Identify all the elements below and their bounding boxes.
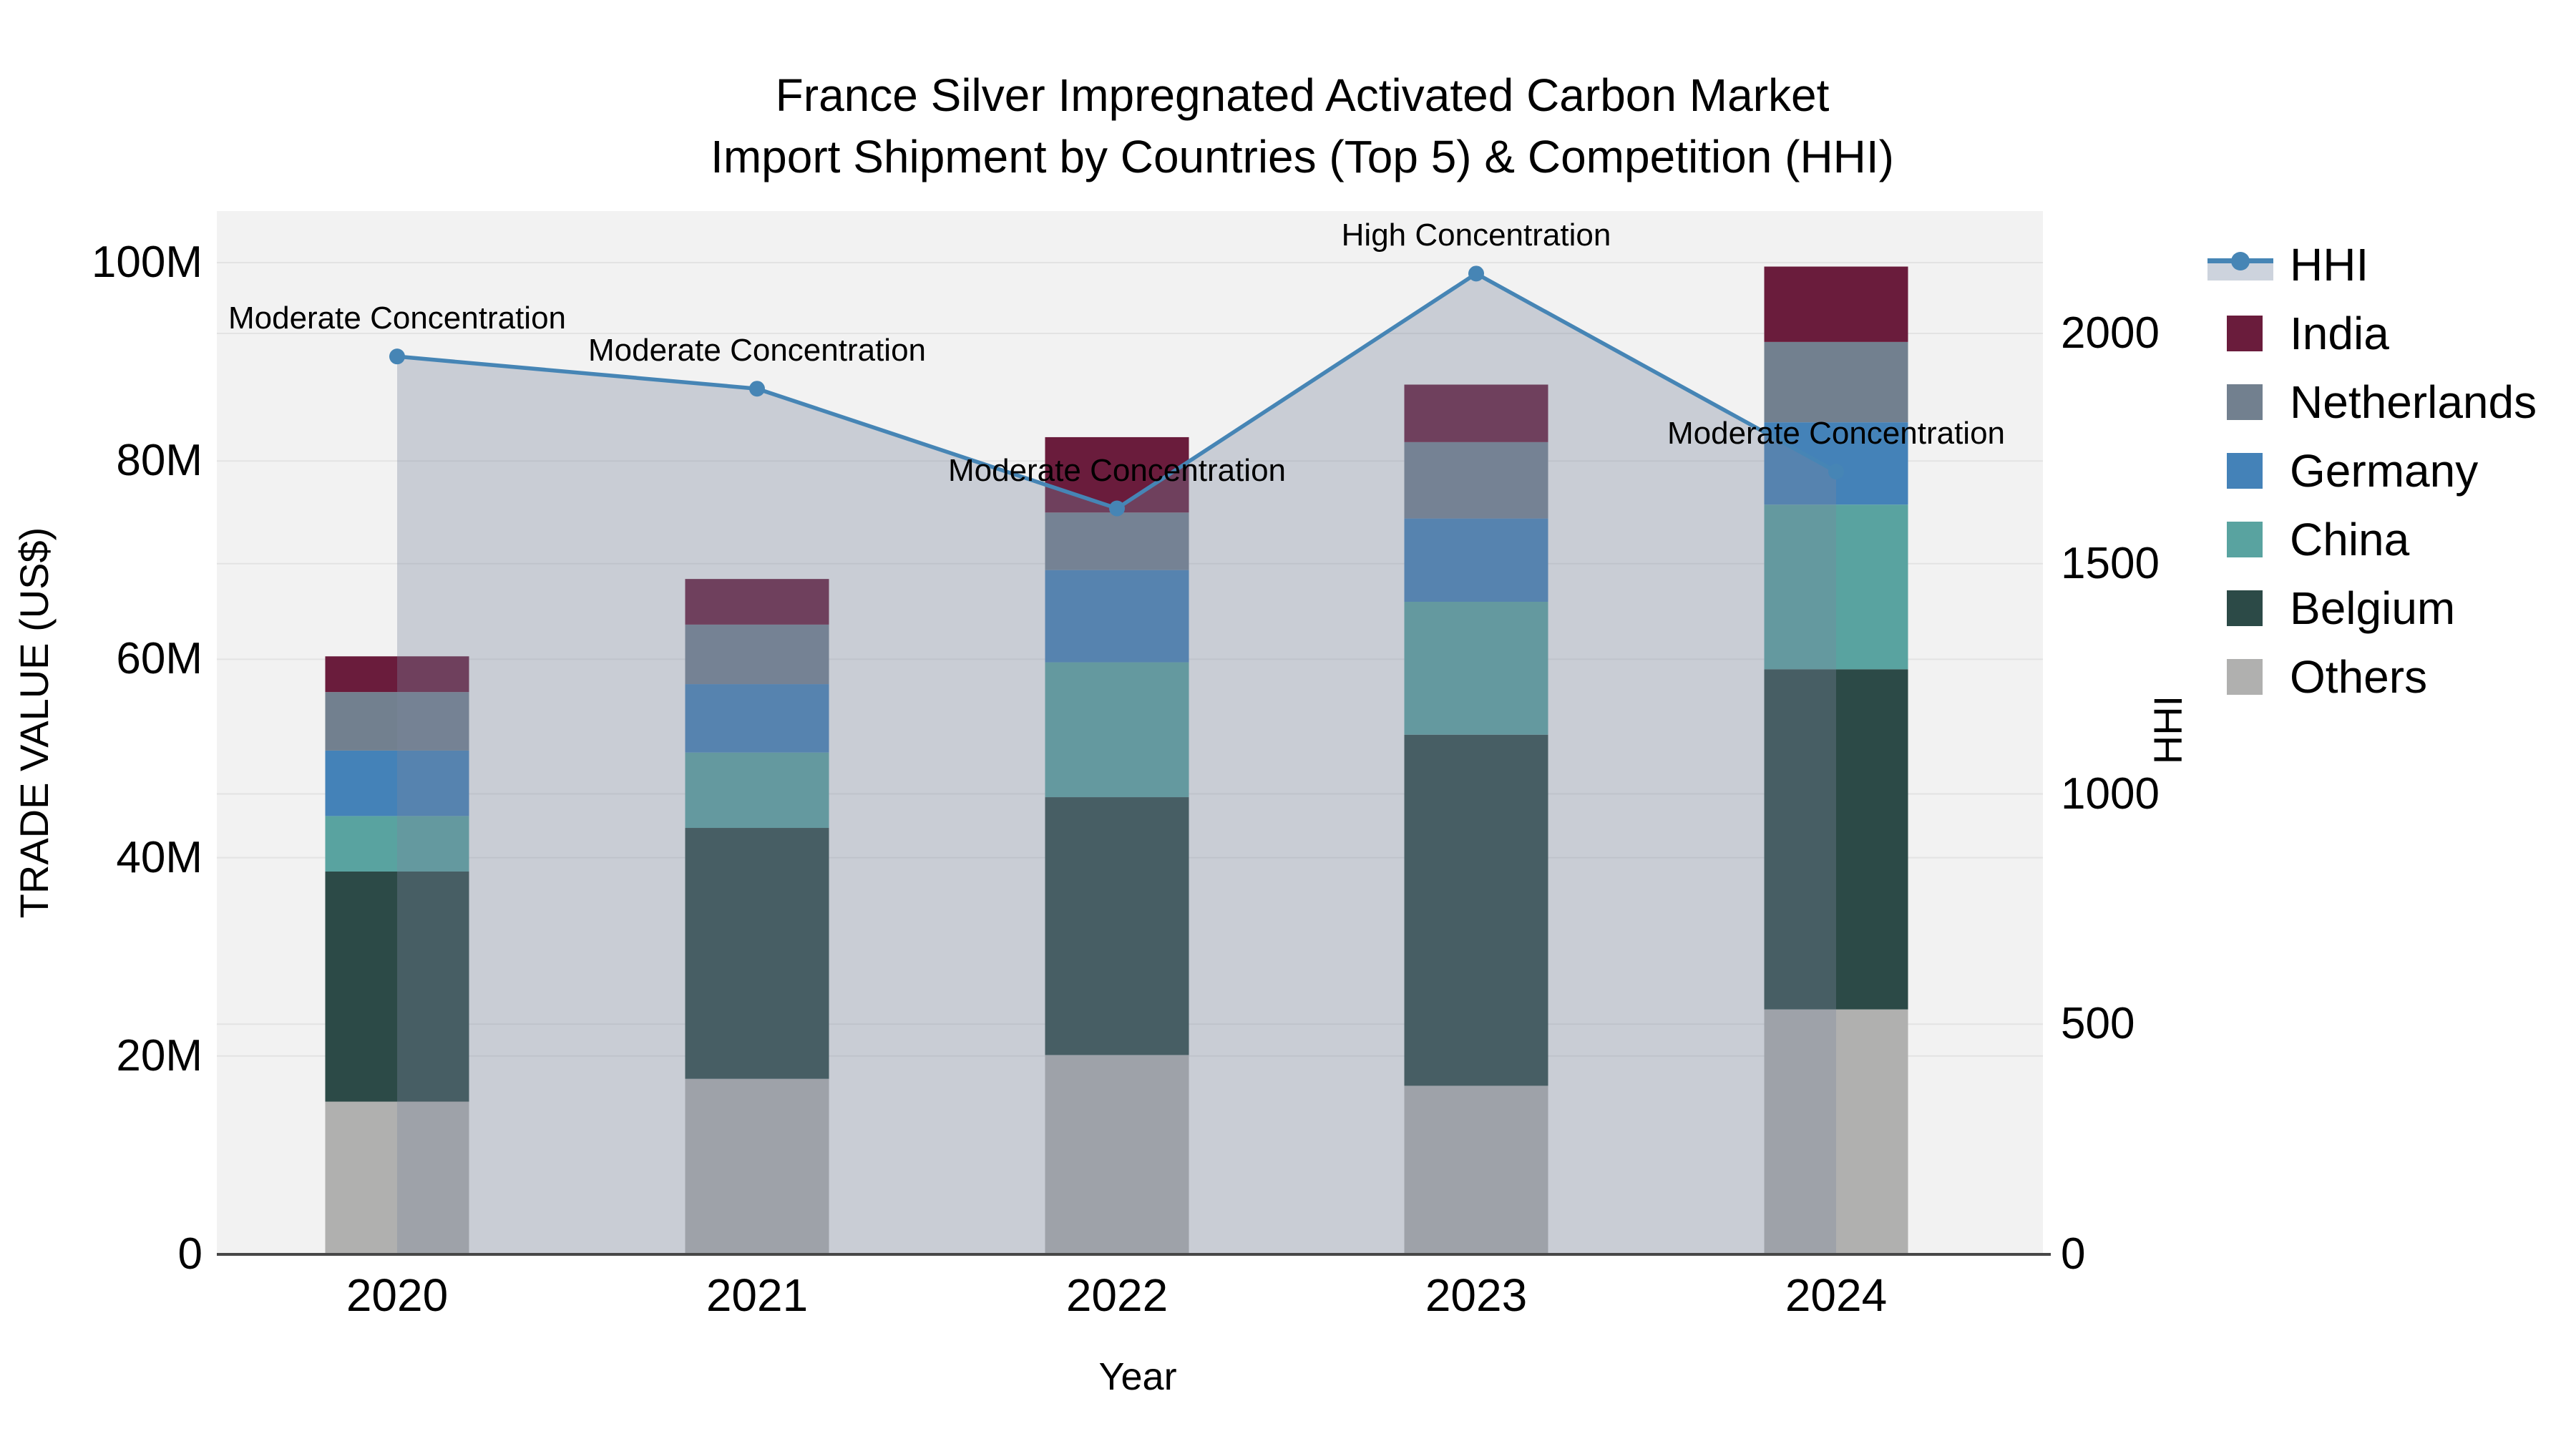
legend-item-others[interactable]: Others: [2207, 643, 2427, 711]
bar-segment-germany-2021[interactable]: [685, 684, 829, 753]
left-tick-label: 20M: [116, 1030, 203, 1080]
right-tick-label: 1500: [2061, 538, 2160, 588]
annotation-2022: Moderate Concentration: [947, 452, 1287, 488]
legend-label: India: [2290, 308, 2389, 359]
hhi-marker-2023[interactable]: [1468, 265, 1484, 282]
left-tick-label: 80M: [116, 436, 203, 486]
hhi-marker-2024[interactable]: [1828, 464, 1844, 480]
hhi-marker-2022[interactable]: [1109, 500, 1125, 517]
legend-item-netherlands[interactable]: Netherlands: [2207, 368, 2537, 436]
left-tick-label: 60M: [116, 634, 203, 684]
bar-segment-belgium-2020[interactable]: [325, 872, 469, 1102]
bar-segment-germany-2024[interactable]: [1764, 422, 1908, 505]
legend-item-belgium[interactable]: Belgium: [2207, 574, 2455, 643]
legend-swatch-germany: [2227, 453, 2263, 489]
bar-segment-china-2020[interactable]: [325, 816, 469, 872]
x-tick-label-2021: 2021: [706, 1269, 809, 1321]
bar-segment-germany-2020[interactable]: [325, 750, 469, 816]
legend-label: Others: [2290, 651, 2428, 703]
bar-segment-belgium-2022[interactable]: [1045, 797, 1189, 1055]
bar-segment-china-2023[interactable]: [1404, 602, 1548, 735]
right-tick-label: 500: [2061, 999, 2135, 1049]
legend-label: Germany: [2290, 445, 2479, 497]
x-tick-label-2024: 2024: [1785, 1269, 1888, 1321]
legend-label: HHI: [2290, 239, 2369, 291]
right-tick-label: 2000: [2061, 308, 2160, 358]
annotation-2023: High Concentration: [1341, 218, 1611, 253]
bar-segment-others-2020[interactable]: [325, 1101, 469, 1254]
bar-segment-others-2023[interactable]: [1404, 1085, 1548, 1254]
bar-segment-china-2022[interactable]: [1045, 662, 1189, 798]
legend-label: China: [2290, 514, 2410, 565]
hhi-area-fill: [397, 273, 1836, 1255]
x-axis-title: Year: [1098, 1355, 1177, 1398]
legend-swatch-others: [2227, 659, 2263, 695]
left-axis-title: TRADE VALUE (US$): [11, 527, 57, 919]
right-axis-title: HHI: [2145, 695, 2190, 765]
x-tick-label-2023: 2023: [1425, 1269, 1528, 1321]
annotation-2020: Moderate Concentration: [228, 301, 567, 336]
x-tick-label-2022: 2022: [1065, 1269, 1169, 1321]
legend-swatch-belgium: [2227, 590, 2263, 626]
legend-item-hhi[interactable]: HHI: [2207, 230, 2368, 299]
bar-segment-germany-2022[interactable]: [1045, 570, 1189, 663]
chart-title-line2: Import Shipment by Countries (Top 5) & C…: [711, 131, 1894, 182]
bar-segment-others-2022[interactable]: [1045, 1055, 1189, 1254]
bar-segment-india-2024[interactable]: [1764, 266, 1908, 342]
bar-segment-india-2021[interactable]: [685, 579, 829, 625]
left-tick-label: 0: [177, 1229, 203, 1279]
legend-label: Netherlands: [2290, 376, 2537, 428]
legend-item-india[interactable]: India: [2207, 299, 2389, 368]
bar-segment-china-2024[interactable]: [1764, 504, 1908, 670]
bar-segment-netherlands-2020[interactable]: [325, 692, 469, 751]
bar-segment-netherlands-2022[interactable]: [1045, 512, 1189, 570]
bar-segment-others-2024[interactable]: [1764, 1009, 1908, 1254]
annotation-2024: Moderate Concentration: [1667, 416, 2006, 452]
bar-segment-netherlands-2021[interactable]: [685, 624, 829, 685]
bar-segment-belgium-2023[interactable]: [1404, 734, 1548, 1086]
legend-swatch-india: [2227, 316, 2263, 351]
bar-segment-germany-2023[interactable]: [1404, 518, 1548, 602]
hhi-line-legend-glyph: [2207, 246, 2273, 283]
legend-item-germany[interactable]: Germany: [2207, 436, 2478, 505]
annotation-2021: Moderate Concentration: [587, 333, 927, 369]
bar-segment-netherlands-2024[interactable]: [1764, 341, 1908, 423]
hhi-legend-marker-dot: [2231, 252, 2250, 270]
bar-segment-belgium-2021[interactable]: [685, 828, 829, 1079]
bar-segment-india-2020[interactable]: [325, 656, 469, 693]
legend-swatch-netherlands: [2227, 384, 2263, 420]
hhi-marker-2021[interactable]: [749, 381, 765, 397]
left-tick-label: 100M: [91, 238, 203, 287]
bar-segment-others-2021[interactable]: [685, 1078, 829, 1254]
bar-segment-belgium-2024[interactable]: [1764, 669, 1908, 1010]
right-tick-label: 0: [2061, 1229, 2086, 1279]
bar-segment-netherlands-2023[interactable]: [1404, 441, 1548, 519]
hhi-marker-2020[interactable]: [389, 348, 405, 365]
bar-segment-china-2021[interactable]: [685, 752, 829, 829]
chart-title-line1: France Silver Impregnated Activated Carb…: [775, 69, 1830, 121]
bar-segment-india-2023[interactable]: [1404, 384, 1548, 442]
legend-swatch-china: [2227, 522, 2263, 557]
legend-item-china[interactable]: China: [2207, 505, 2409, 574]
legend-label: Belgium: [2290, 582, 2456, 634]
left-tick-label: 40M: [116, 832, 203, 882]
right-tick-label: 1000: [2061, 769, 2160, 819]
x-tick-label-2020: 2020: [346, 1269, 449, 1321]
